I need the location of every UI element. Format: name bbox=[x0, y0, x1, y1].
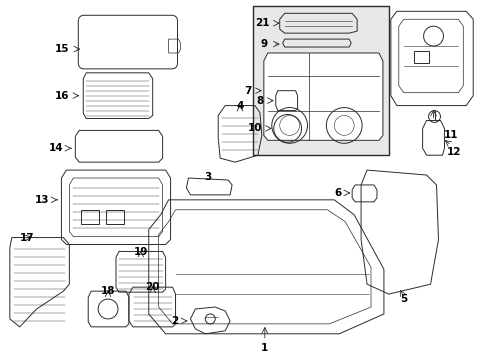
Text: 12: 12 bbox=[446, 147, 461, 157]
Text: 17: 17 bbox=[20, 233, 34, 243]
Text: 5: 5 bbox=[399, 294, 407, 304]
Bar bbox=[106, 210, 123, 224]
Text: 16: 16 bbox=[55, 91, 69, 101]
Text: 11: 11 bbox=[443, 130, 458, 140]
Text: 7: 7 bbox=[244, 86, 251, 96]
Text: 10: 10 bbox=[247, 123, 262, 134]
Text: 9: 9 bbox=[260, 39, 267, 49]
Polygon shape bbox=[264, 53, 382, 140]
Text: 14: 14 bbox=[49, 143, 63, 153]
Text: 4: 4 bbox=[236, 100, 243, 111]
Text: 18: 18 bbox=[101, 286, 115, 296]
Text: 21: 21 bbox=[255, 18, 269, 28]
Text: 2: 2 bbox=[171, 316, 178, 326]
Bar bbox=[413, 51, 427, 63]
Text: 20: 20 bbox=[145, 282, 160, 292]
Text: 8: 8 bbox=[256, 96, 264, 105]
Bar bbox=[81, 210, 99, 224]
Bar bbox=[252, 6, 388, 155]
Text: 15: 15 bbox=[55, 44, 69, 54]
Text: 19: 19 bbox=[133, 247, 148, 257]
Text: 3: 3 bbox=[204, 172, 211, 182]
Text: 6: 6 bbox=[333, 188, 341, 198]
Text: 1: 1 bbox=[261, 343, 268, 353]
Text: 13: 13 bbox=[35, 195, 49, 205]
